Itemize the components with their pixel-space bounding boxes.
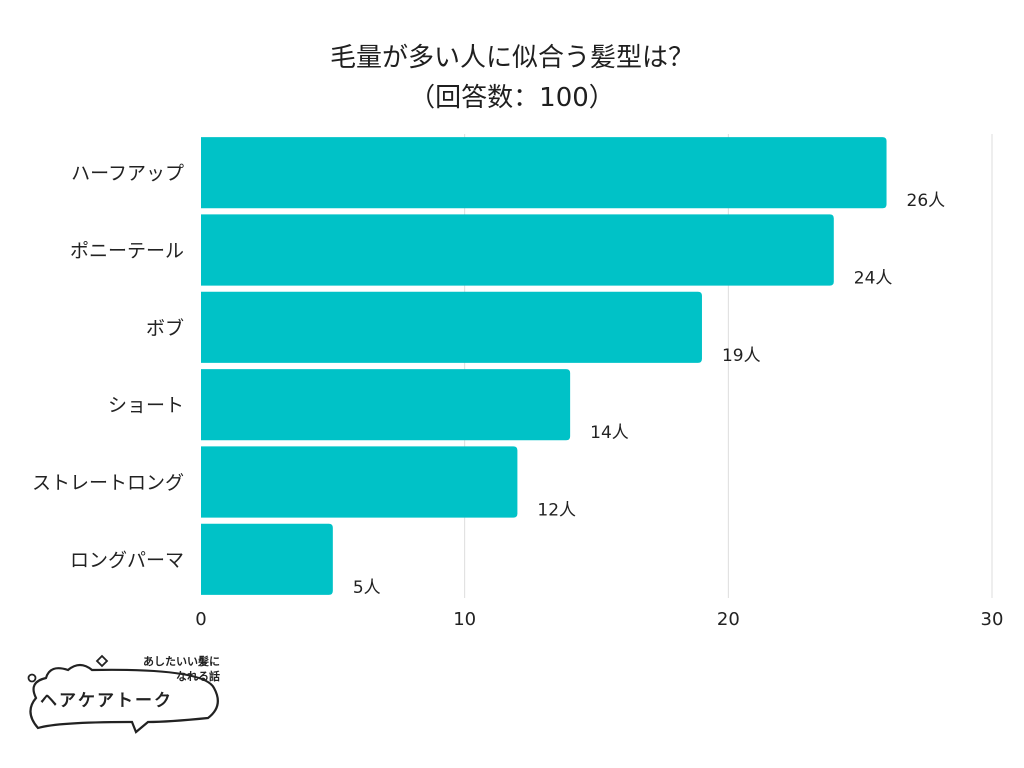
logo-tagline-line-1: あしたいい髪に — [143, 655, 220, 668]
bar — [201, 214, 834, 286]
data-label: 26人 — [907, 191, 946, 211]
x-tick-label: 30 — [981, 609, 1004, 630]
data-label: 12人 — [537, 501, 576, 521]
category-label: ストレートロング — [32, 472, 184, 494]
bar — [201, 523, 333, 595]
category-label: ショート — [108, 395, 184, 417]
category-label: ポニーテール — [70, 240, 184, 262]
category-label: ロングパーマ — [70, 549, 184, 571]
logo-speech-bubble-icon — [27, 654, 219, 734]
x-tick-label: 20 — [717, 609, 740, 630]
data-label: 5人 — [353, 578, 381, 598]
bar — [201, 137, 887, 209]
x-tick-label: 0 — [195, 609, 206, 630]
data-label: 14人 — [590, 423, 629, 443]
x-tick-label: 10 — [453, 609, 476, 630]
chart-title-line-1: 毛量が多い人に似合う髪型は？ — [329, 43, 694, 73]
data-labels: 26人 24人 19人 14人 12人 5人 — [353, 191, 945, 598]
bar — [201, 446, 518, 518]
chart-title-line-2: （回答数：100） — [409, 83, 615, 113]
x-tick-labels: 0 10 20 30 — [195, 609, 1003, 630]
data-label: 19人 — [722, 346, 761, 366]
grid-lines — [464, 134, 993, 598]
chart-title: 毛量が多い人に似合う髪型は？ （回答数：100） — [0, 38, 1024, 118]
brand-logo: あしたいい髪に なれる話 ヘアケアトーク — [18, 648, 228, 738]
logo-name: ヘアケアトーク — [40, 691, 173, 711]
logo-tagline: あしたいい髪に なれる話 — [114, 654, 220, 684]
category-label: ボブ — [146, 316, 184, 339]
data-label: 24人 — [854, 269, 893, 289]
logo-tagline-line-2: なれる話 — [176, 670, 220, 683]
category-label: ハーフアップ — [71, 163, 184, 185]
bar — [201, 291, 702, 363]
bar — [201, 369, 571, 441]
bars — [201, 137, 887, 595]
